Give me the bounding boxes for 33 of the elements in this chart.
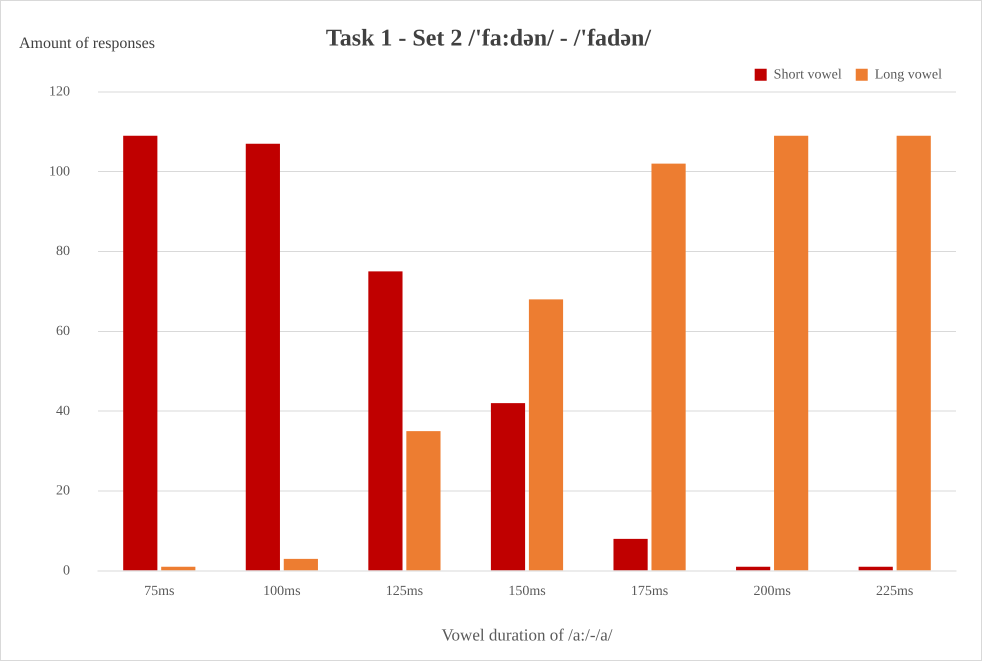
x-axis-title: Vowel duration of /a:/-/a/ <box>441 625 613 644</box>
bar <box>774 136 808 570</box>
bar <box>490 403 526 570</box>
x-tick-label: 100ms <box>263 584 301 599</box>
y-axis-title: Amount of responses <box>19 35 155 52</box>
x-tick-label: 175ms <box>630 584 668 599</box>
bar <box>284 558 318 570</box>
x-tick-label: 225ms <box>876 584 914 599</box>
legend-label: Long vowel <box>874 67 942 82</box>
bar <box>613 538 648 570</box>
y-tick-label: 20 <box>56 484 70 499</box>
bar <box>858 566 893 570</box>
bar <box>123 136 158 570</box>
legend-label: Short vowel <box>774 67 842 82</box>
bar <box>528 299 564 570</box>
x-tick-label: 200ms <box>753 584 791 599</box>
bar <box>406 431 441 570</box>
bar <box>161 566 196 570</box>
y-tick-label: 100 <box>49 164 70 180</box>
x-tick-label: 150ms <box>508 584 546 599</box>
chart-title: Task 1 - Set 2 /'fa:dən/ - /'fadən/ <box>326 26 652 52</box>
bar <box>246 144 280 570</box>
y-tick-label: 40 <box>56 404 70 419</box>
y-tick-label: 60 <box>56 324 70 339</box>
bar <box>368 271 403 570</box>
y-tick-label: 80 <box>56 244 70 260</box>
y-tick-label: 0 <box>63 563 70 578</box>
bar <box>736 566 770 570</box>
x-tick-label: 75ms <box>144 584 174 599</box>
bar <box>896 136 931 570</box>
x-tick-label: 125ms <box>386 584 424 599</box>
y-tick-label: 120 <box>49 84 70 100</box>
bar <box>651 164 686 570</box>
